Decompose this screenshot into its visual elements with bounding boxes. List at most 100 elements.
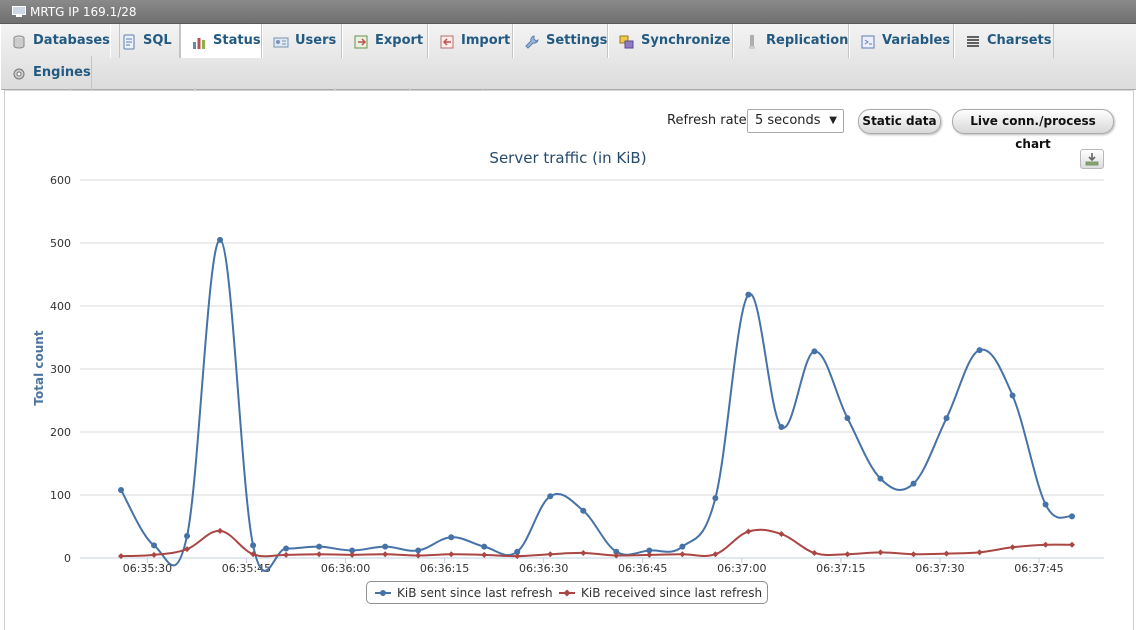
static-data-button[interactable]: Static data xyxy=(858,109,941,134)
data-point-received[interactable] xyxy=(943,550,950,557)
x-tick-label: 06:36:45 xyxy=(618,562,667,575)
legend-label-received: KiB received since last refresh xyxy=(581,586,763,600)
data-point-received[interactable] xyxy=(778,531,785,538)
data-point-received[interactable] xyxy=(646,551,653,558)
data-point-sent[interactable] xyxy=(580,507,587,514)
tab-variables[interactable]: Variables xyxy=(849,24,954,58)
tab-sql[interactable]: SQL xyxy=(110,24,180,58)
live-chart-button[interactable]: Live conn./process chart xyxy=(952,109,1114,151)
y-tick-label: 500 xyxy=(50,237,71,250)
data-point-sent[interactable] xyxy=(613,548,620,555)
data-point-received[interactable] xyxy=(547,551,554,558)
data-point-received[interactable] xyxy=(217,527,224,534)
subtab-divider xyxy=(410,88,483,91)
data-point-received[interactable] xyxy=(976,549,983,556)
data-point-sent[interactable] xyxy=(778,423,785,430)
data-point-sent[interactable] xyxy=(184,532,191,539)
tab-label: Status xyxy=(213,33,261,48)
data-point-received[interactable] xyxy=(250,551,257,558)
tab-label: Databases xyxy=(33,33,110,48)
data-point-received[interactable] xyxy=(514,553,521,560)
data-point-sent[interactable] xyxy=(646,547,653,554)
data-point-received[interactable] xyxy=(1069,541,1075,548)
data-point-sent[interactable] xyxy=(1042,501,1049,508)
data-point-received[interactable] xyxy=(580,549,587,556)
tab-export[interactable]: Export xyxy=(342,24,428,58)
data-point-sent[interactable] xyxy=(382,543,389,550)
data-point-sent[interactable] xyxy=(679,543,686,550)
tab-charsets[interactable]: Charsets xyxy=(954,24,1054,58)
data-point-sent[interactable] xyxy=(712,495,719,502)
data-point-received[interactable] xyxy=(382,551,389,558)
data-point-received[interactable] xyxy=(349,551,356,558)
tab-import[interactable]: Import xyxy=(428,24,513,58)
top-menu: Databases SQL Status Users Export Import Setti… xyxy=(0,24,1136,90)
data-point-sent[interactable] xyxy=(283,545,290,552)
chart-title: Server traffic (in KiB) xyxy=(489,149,647,167)
x-tick-label: 06:37:45 xyxy=(1014,562,1063,575)
data-point-sent[interactable] xyxy=(943,415,950,422)
tab-replication[interactable]: Replication xyxy=(733,24,849,58)
data-point-received[interactable] xyxy=(118,553,124,560)
data-point-sent[interactable] xyxy=(514,548,521,555)
data-point-received[interactable] xyxy=(844,551,851,558)
data-point-received[interactable] xyxy=(811,549,818,556)
data-point-sent[interactable] xyxy=(910,480,917,487)
data-point-sent[interactable] xyxy=(976,347,983,354)
sql-icon xyxy=(123,34,135,50)
data-point-received[interactable] xyxy=(415,552,422,559)
data-point-sent[interactable] xyxy=(118,486,124,493)
refresh-rate-label: Refresh rate: xyxy=(667,113,752,128)
data-point-sent[interactable] xyxy=(316,543,323,550)
data-point-sent[interactable] xyxy=(811,348,818,355)
tab-label: Import xyxy=(461,33,511,48)
chart-export-button[interactable] xyxy=(1080,149,1104,169)
data-point-received[interactable] xyxy=(151,551,158,558)
data-point-received[interactable] xyxy=(283,551,290,558)
data-point-sent[interactable] xyxy=(217,236,224,243)
data-point-received[interactable] xyxy=(745,528,752,535)
data-point-sent[interactable] xyxy=(448,534,455,541)
legend-marker-received xyxy=(559,589,575,597)
subtab-divider xyxy=(195,88,335,91)
data-point-sent[interactable] xyxy=(877,475,884,482)
tab-status[interactable]: Status xyxy=(180,24,262,58)
data-point-received[interactable] xyxy=(184,546,191,553)
data-point-sent[interactable] xyxy=(151,542,158,549)
tab-engines[interactable]: Engines xyxy=(0,56,92,90)
data-point-received[interactable] xyxy=(613,552,620,559)
data-point-sent[interactable] xyxy=(745,291,752,298)
data-point-sent[interactable] xyxy=(349,547,356,554)
tab-settings[interactable]: Settings xyxy=(513,24,608,58)
tab-label: Replication xyxy=(766,33,849,48)
data-point-received[interactable] xyxy=(1042,541,1049,548)
data-point-received[interactable] xyxy=(481,551,488,558)
data-point-sent[interactable] xyxy=(547,493,554,500)
database-icon xyxy=(13,35,25,49)
data-point-received[interactable] xyxy=(877,549,884,556)
refresh-rate-select[interactable]: 5 seconds ▼ xyxy=(747,109,844,133)
tab-synchronize[interactable]: Synchronize xyxy=(608,24,733,58)
data-point-received[interactable] xyxy=(1009,544,1016,551)
y-tick-label: 200 xyxy=(50,426,71,439)
data-point-received[interactable] xyxy=(448,551,455,558)
status-icon xyxy=(193,38,205,49)
data-point-received[interactable] xyxy=(316,551,323,558)
window-title: MRTG IP 169.1/28 xyxy=(30,5,137,19)
x-tick-label: 06:36:00 xyxy=(321,562,370,575)
tab-databases[interactable]: Databases xyxy=(0,24,120,58)
data-point-sent[interactable] xyxy=(250,542,257,549)
data-point-sent[interactable] xyxy=(1069,513,1075,520)
data-point-sent[interactable] xyxy=(415,547,422,554)
data-point-received[interactable] xyxy=(910,551,917,558)
data-point-sent[interactable] xyxy=(481,543,488,550)
variables-icon xyxy=(861,35,875,49)
wrench-icon xyxy=(525,35,539,49)
data-point-received[interactable] xyxy=(679,551,686,558)
data-point-sent[interactable] xyxy=(1009,392,1016,399)
tab-label: Variables xyxy=(882,33,951,48)
data-point-sent[interactable] xyxy=(844,415,851,422)
tab-users[interactable]: Users xyxy=(262,24,342,58)
data-point-received[interactable] xyxy=(712,551,719,558)
subtab-divider xyxy=(70,88,195,91)
